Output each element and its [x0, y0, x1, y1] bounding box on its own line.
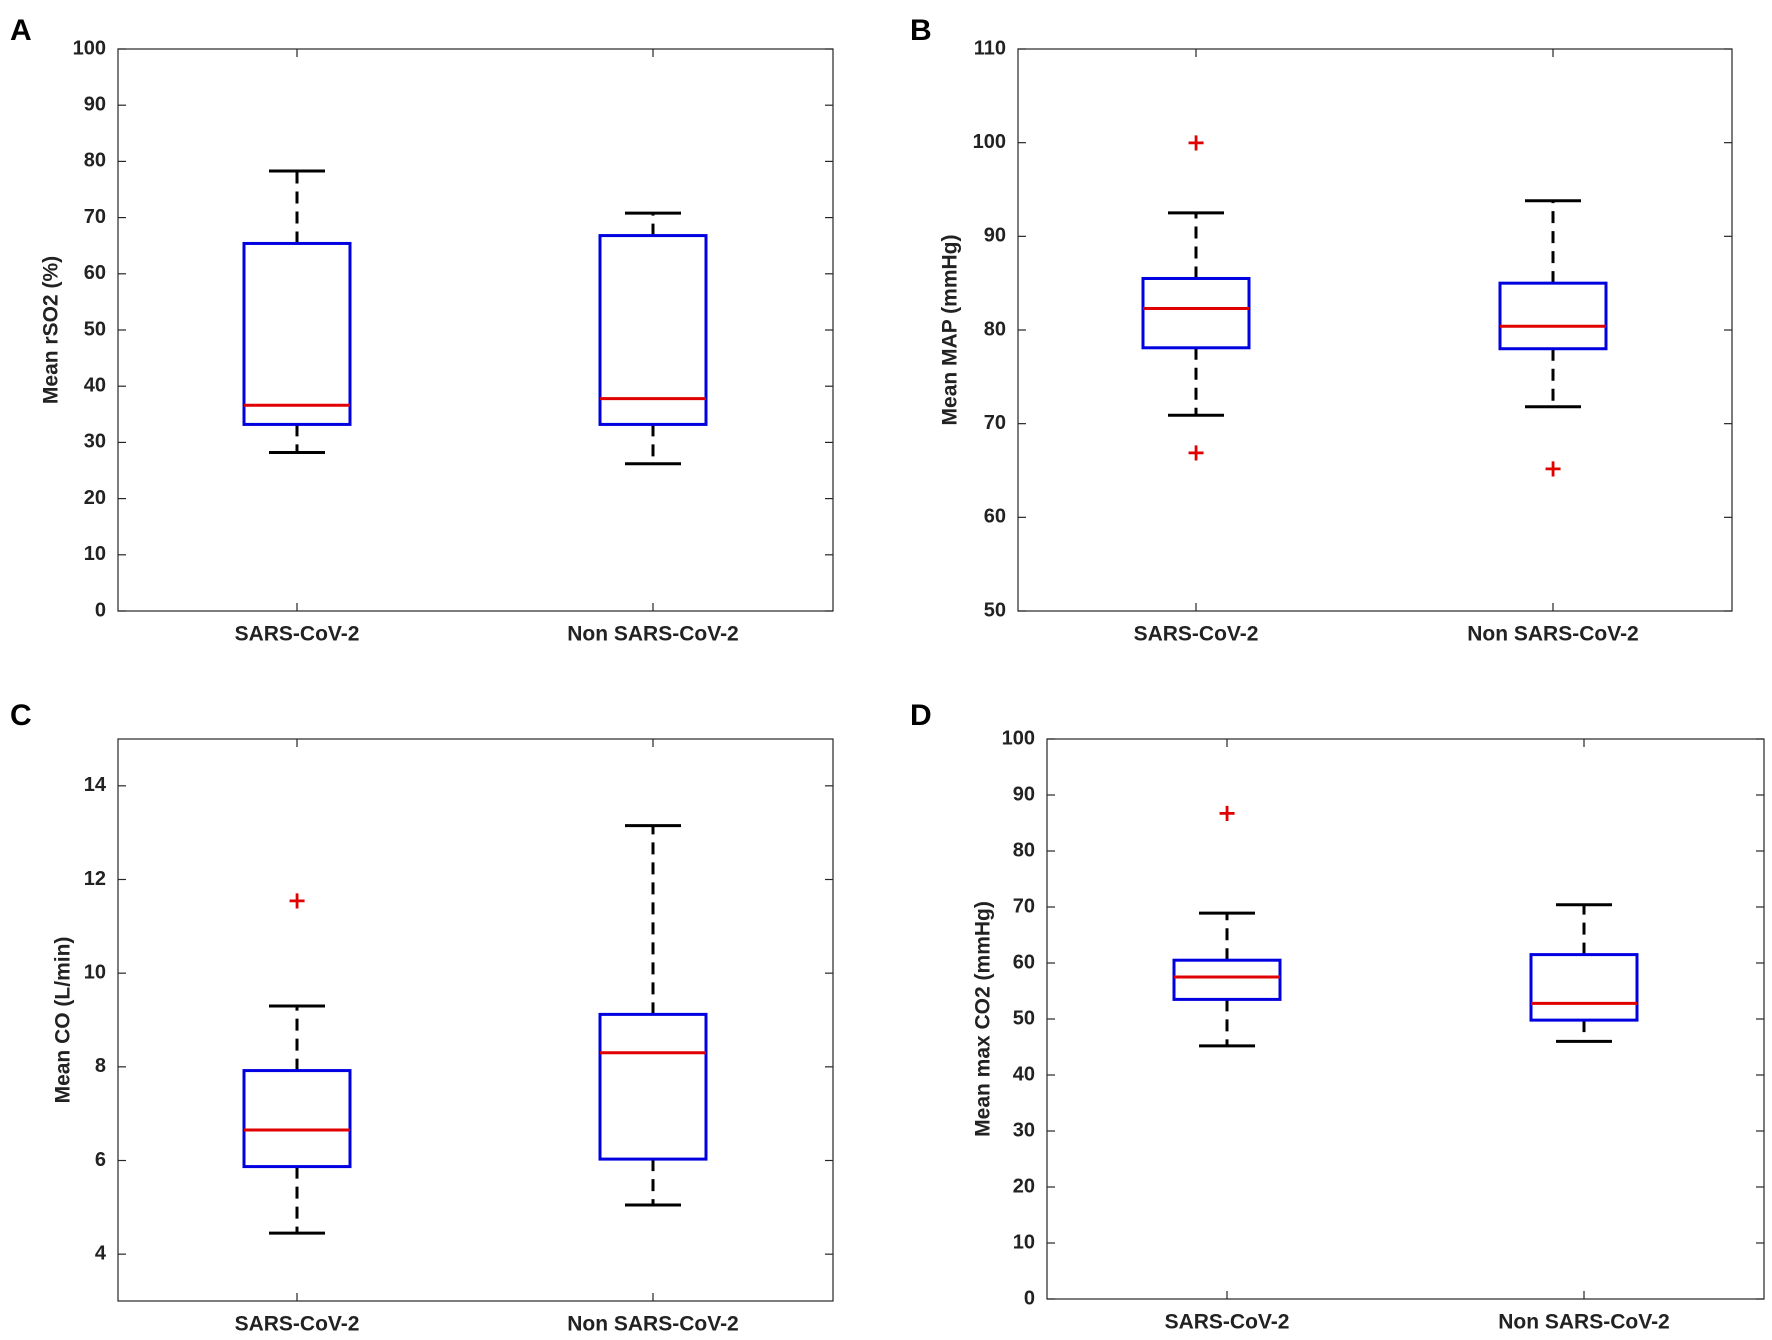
y-tick-label: 10: [1013, 1231, 1035, 1253]
y-tick-label: 50: [84, 318, 106, 340]
y-tick-label: 100: [1002, 727, 1035, 749]
boxplot-non-sars-cov-2: [598, 824, 708, 1207]
plot-frame: [117, 738, 834, 1302]
y-tick-label: 30: [84, 431, 106, 453]
outlier-marker: +: [1186, 439, 1206, 467]
y-axis-title: Mean max CO2 (mmHg): [972, 901, 995, 1137]
boxplot-sars-cov-2: +: [1172, 799, 1282, 1048]
y-tick-label: 0: [95, 599, 106, 621]
y-tick-label: 70: [1013, 895, 1035, 917]
iqr-box: [598, 234, 708, 426]
y-tick-label: 100: [973, 131, 1006, 153]
panel-label: D: [910, 699, 932, 732]
boxplot-sars-cov-2: ++: [1141, 129, 1251, 467]
panel-label: B: [910, 14, 932, 47]
y-tick-label: 90: [984, 225, 1006, 247]
y-tick-label: 70: [984, 412, 1006, 434]
y-tick-label: 14: [84, 774, 107, 796]
y-axis-title: Mean CO (L/min): [52, 937, 75, 1104]
y-tick-label: 12: [84, 868, 106, 890]
iqr-box: [242, 241, 352, 426]
y-axis-title: Mean MAP (mmHg): [939, 235, 962, 426]
plot-frame: [1017, 48, 1733, 612]
boxplot-sars-cov-2: [242, 169, 352, 455]
boxplot-non-sars-cov-2: [598, 211, 708, 466]
y-tick-label: 30: [1013, 1119, 1035, 1141]
y-tick-label: 70: [84, 206, 106, 228]
iqr-box: [1498, 281, 1608, 351]
y-tick-label: 10: [84, 543, 106, 565]
y-tick-label: 60: [1013, 951, 1035, 973]
plot-frame: [117, 48, 834, 612]
plot-frame: [1046, 738, 1765, 1300]
y-tick-label: 8: [95, 1055, 106, 1077]
category-label: Non SARS-CoV-2: [567, 623, 739, 646]
outlier-marker: +: [1543, 455, 1563, 483]
iqr-box: [1172, 958, 1282, 1001]
y-tick-label: 80: [84, 150, 106, 172]
panel-c: C 4 6 8 10 12 14 Mean CO (L/min) SARS-CoV-2 Non S…: [10, 699, 834, 1336]
outlier-marker: +: [1217, 799, 1237, 827]
iqr-box: [242, 1069, 352, 1169]
y-tick-label: 100: [73, 37, 106, 59]
iqr-box: [1141, 276, 1251, 350]
y-tick-label: 60: [984, 506, 1006, 528]
panel-d: D 0 10 20 30 40 50 60 70 80 90 100 Mean max CO2 (mmH…: [910, 699, 1765, 1334]
y-tick-label: 50: [1013, 1007, 1035, 1029]
y-tick-label: 20: [84, 487, 106, 509]
y-tick-label: 110: [974, 37, 1006, 59]
y-tick-label: 40: [1013, 1063, 1035, 1085]
y-tick-label: 90: [1013, 783, 1035, 805]
y-tick-label: 4: [95, 1242, 107, 1264]
y-tick-label: 0: [1024, 1287, 1035, 1309]
y-tick-label: 6: [95, 1149, 106, 1171]
category-label: SARS-CoV-2: [235, 1313, 360, 1336]
boxplot-sars-cov-2: +: [242, 887, 352, 1235]
panel-b: B 50 60 70 80 90 100 110 Mean MAP (mmHg) SARS-CoV…: [910, 14, 1733, 646]
category-label: SARS-CoV-2: [1134, 623, 1259, 646]
iqr-box: [1529, 953, 1639, 1022]
panel-label: C: [10, 699, 32, 732]
y-tick-label: 20: [1013, 1175, 1035, 1197]
y-tick-label: 80: [1013, 839, 1035, 861]
y-tick-label: 10: [84, 961, 106, 983]
outlier-marker: +: [1186, 129, 1206, 157]
category-label: SARS-CoV-2: [235, 623, 360, 646]
boxplot-non-sars-cov-2: +: [1498, 199, 1608, 483]
iqr-box: [598, 1012, 708, 1161]
category-label: Non SARS-CoV-2: [1467, 623, 1639, 646]
y-tick-label: 80: [984, 318, 1006, 340]
category-label: Non SARS-CoV-2: [1498, 1311, 1670, 1334]
panel-a: A 0 10 20 30 40 50 60 70 80 90 100 Mean rSO2 (%) SARS…: [10, 14, 834, 646]
panel-label: A: [10, 14, 32, 47]
y-tick-label: 90: [84, 93, 106, 115]
outlier-marker: +: [287, 887, 307, 915]
y-tick-label: 40: [84, 374, 106, 396]
y-tick-label: 60: [84, 262, 106, 284]
y-tick-label: 50: [984, 599, 1006, 621]
category-label: SARS-CoV-2: [1165, 1311, 1290, 1334]
y-axis-title: Mean rSO2 (%): [40, 256, 63, 404]
boxplot-non-sars-cov-2: [1529, 903, 1639, 1043]
category-label: Non SARS-CoV-2: [567, 1313, 739, 1336]
